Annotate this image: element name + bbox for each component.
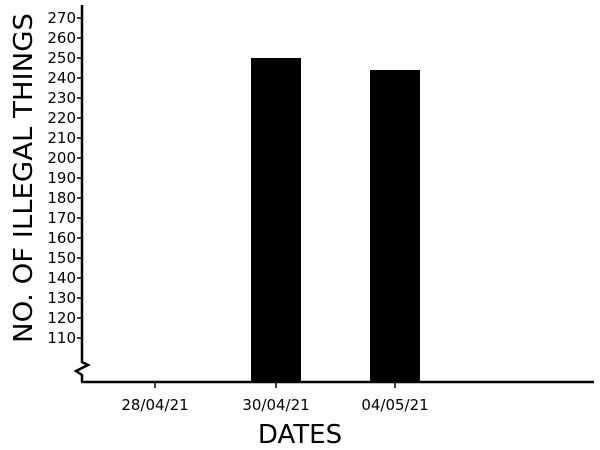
y-axis-ticks: 110 120 130 140 150 160 170 180 190 200 210 220 230 2… <box>47 9 82 347</box>
y-tick-label: 210 <box>47 129 76 147</box>
y-tick-label: 190 <box>47 169 76 187</box>
bar-30-04-21 <box>251 58 301 382</box>
y-tick-label: 110 <box>47 329 76 347</box>
y-tick-label: 180 <box>47 189 76 207</box>
y-tick-label: 170 <box>47 209 76 227</box>
x-tick-label: 28/04/21 <box>121 396 188 414</box>
y-tick-label: 200 <box>47 149 76 167</box>
y-tick-label: 260 <box>47 29 76 47</box>
y-tick-label: 220 <box>47 109 76 127</box>
bars <box>251 58 420 382</box>
y-tick-label: 160 <box>47 229 76 247</box>
x-tick-label: 04/05/21 <box>361 396 428 414</box>
y-axis-title: NO. OF ILLEGAL THINGS <box>9 13 39 343</box>
bar-04-05-21 <box>370 70 420 382</box>
y-tick-label: 240 <box>47 69 76 87</box>
y-tick-label: 130 <box>47 289 76 307</box>
y-tick-label: 140 <box>47 269 76 287</box>
x-axis-title: DATES <box>258 420 342 450</box>
y-tick-label: 120 <box>47 309 76 327</box>
x-axis-ticks: 28/04/21 30/04/21 04/05/21 <box>121 382 429 414</box>
y-tick-label: 150 <box>47 249 76 267</box>
y-axis-line <box>73 5 91 382</box>
y-tick-label: 270 <box>47 9 76 27</box>
x-tick-label: 30/04/21 <box>242 396 309 414</box>
y-tick-label: 250 <box>47 49 76 67</box>
y-tick-label: 230 <box>47 89 76 107</box>
